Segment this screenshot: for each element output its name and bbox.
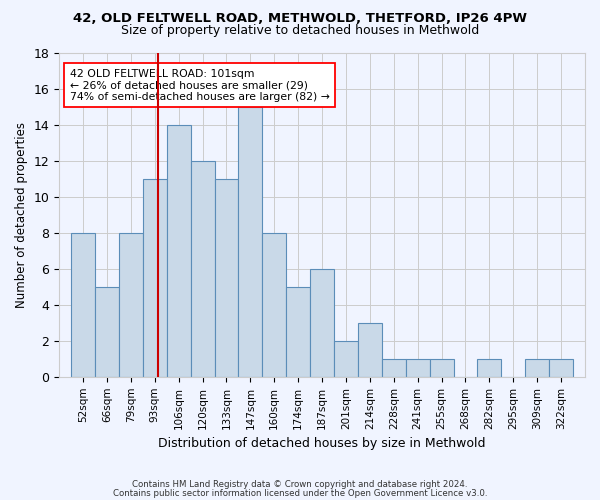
Bar: [71, 232, 95, 377]
Text: Size of property relative to detached houses in Methwold: Size of property relative to detached ho…: [121, 24, 479, 37]
Bar: [525, 359, 549, 377]
Bar: [143, 178, 167, 377]
Bar: [382, 359, 406, 377]
Text: Contains HM Land Registry data © Crown copyright and database right 2024.: Contains HM Land Registry data © Crown c…: [132, 480, 468, 489]
Bar: [191, 160, 215, 377]
Bar: [358, 323, 382, 377]
Text: 42 OLD FELTWELL ROAD: 101sqm
← 26% of detached houses are smaller (29)
74% of se: 42 OLD FELTWELL ROAD: 101sqm ← 26% of de…: [70, 68, 329, 102]
Bar: [215, 178, 238, 377]
Bar: [238, 106, 262, 377]
Bar: [406, 359, 430, 377]
Bar: [310, 268, 334, 377]
Y-axis label: Number of detached properties: Number of detached properties: [15, 122, 28, 308]
Bar: [119, 232, 143, 377]
X-axis label: Distribution of detached houses by size in Methwold: Distribution of detached houses by size …: [158, 437, 486, 450]
Text: 42, OLD FELTWELL ROAD, METHWOLD, THETFORD, IP26 4PW: 42, OLD FELTWELL ROAD, METHWOLD, THETFOR…: [73, 12, 527, 26]
Text: Contains public sector information licensed under the Open Government Licence v3: Contains public sector information licen…: [113, 488, 487, 498]
Bar: [286, 286, 310, 377]
Bar: [167, 124, 191, 377]
Bar: [478, 359, 502, 377]
Bar: [430, 359, 454, 377]
Bar: [334, 341, 358, 377]
Bar: [262, 232, 286, 377]
Bar: [95, 286, 119, 377]
Bar: [549, 359, 573, 377]
